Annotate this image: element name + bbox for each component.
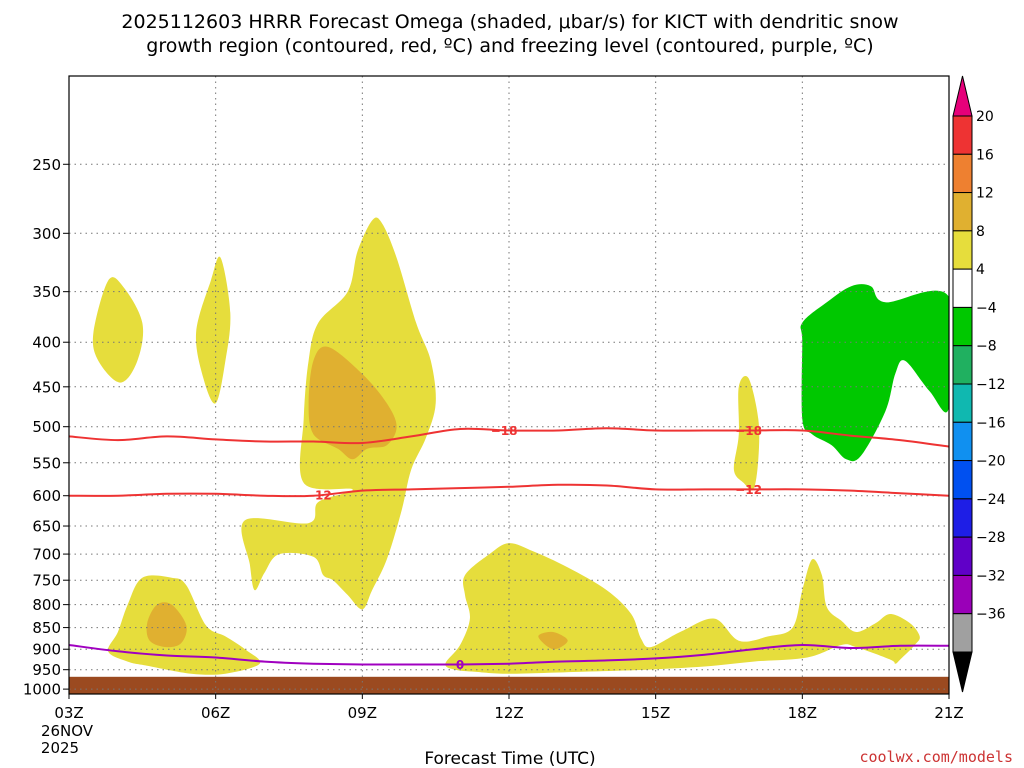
chart-title-line2: growth region (contoured, red, ºC) and f…	[146, 35, 873, 57]
x-tick-label-18Z: 18Z	[788, 704, 817, 722]
colorbar-bin-13	[952, 613, 973, 653]
y-tick-label-1000: 1000	[23, 681, 61, 699]
colorbar-bin-11	[952, 536, 973, 576]
y-tick-label-350: 350	[32, 283, 61, 301]
colorbar-label-5: −4	[976, 300, 997, 316]
y-tick-label-550: 550	[32, 454, 61, 472]
colorbar-bin-5	[952, 306, 973, 347]
colorbar-label-12: −32	[976, 568, 1006, 584]
x-tick-label-12Z: 12Z	[494, 704, 523, 722]
colorbar-label-10: −24	[976, 492, 1006, 508]
colorbar-bin-3	[952, 230, 973, 270]
y-tick-label-650: 650	[32, 518, 61, 536]
y-tick-label-850: 850	[32, 619, 61, 637]
y-tick-label-500: 500	[32, 418, 61, 436]
y-tick-label-600: 600	[32, 487, 61, 505]
colorbar-bin-6	[952, 345, 973, 385]
colorbar-label-9: −20	[976, 454, 1006, 470]
y-tick-label-400: 400	[32, 334, 61, 352]
omega-region-8-12-8	[538, 631, 568, 650]
y-tick-label-450: 450	[32, 378, 61, 396]
omega-region-8-12-7	[146, 602, 187, 648]
y-axis-ticks: 250 300 350 400 450 500 550 600 650 700 750 800 850 9…	[23, 156, 69, 699]
colorbar-label-2: 12	[976, 186, 994, 202]
contour-label-0-0: 0	[456, 658, 464, 672]
x-tick-date-label: 26NOV	[41, 722, 94, 740]
contour-label--12-1: −12	[735, 483, 762, 497]
y-tick-label-900: 900	[32, 641, 61, 659]
ground-layer	[69, 676, 949, 694]
colorbar-bin-2	[952, 192, 973, 232]
omega-region-8-12-6	[308, 346, 397, 460]
colorbar-bin-8	[952, 421, 973, 462]
y-tick-label-800: 800	[32, 596, 61, 614]
colorbar-label-11: −28	[976, 530, 1006, 546]
colorbar-arrow-up	[952, 75, 973, 117]
y-tick-label-250: 250	[32, 156, 61, 174]
colorbar-label-13: −36	[976, 607, 1006, 623]
colorbar-label-3: 8	[976, 224, 985, 240]
colorbar-label-8: −16	[976, 415, 1006, 431]
colorbar-bin-7	[952, 383, 973, 423]
y-tick-label-750: 750	[32, 572, 61, 590]
contour-label--12-0: −12	[305, 489, 332, 503]
grid-layer	[68, 76, 950, 694]
colorbar-bin-4	[952, 268, 973, 308]
x-axis-label: Forecast Time (UTC)	[424, 749, 595, 768]
colorbar-label-7: −12	[976, 377, 1006, 393]
credit-text[interactable]: coolwx.com/models	[859, 748, 1013, 766]
y-tick-label-700: 700	[32, 546, 61, 564]
omega-region-4-8-1	[195, 256, 231, 404]
y-tick-label-950: 950	[32, 661, 61, 679]
colorbar-label-4: 4	[976, 262, 985, 278]
colorbar-arrow-down	[952, 651, 973, 693]
omega-shading-layer	[92, 217, 949, 675]
contour-line--12	[69, 483, 949, 498]
colorbar-bin-1	[952, 153, 973, 194]
omega-region-4-8-4	[445, 543, 920, 674]
y-tick-label-300: 300	[32, 225, 61, 243]
ground-below-surface	[69, 676, 949, 694]
colorbar: 20 16 12 8 4 −4 −8 −12 −16 −20 −24 −28 −32 −36	[952, 75, 1006, 693]
x-tick-label-15Z: 15Z	[641, 704, 670, 722]
colorbar-label-0: 20	[976, 109, 994, 125]
x-tick-label-21Z: 21Z	[934, 704, 963, 722]
colorbar-bin-0	[952, 115, 973, 155]
colorbar-bin-12	[952, 574, 973, 615]
omega-region--4 to -8-9	[800, 284, 949, 462]
x-tick-label-03Z: 03Z	[54, 704, 83, 722]
contour-label--18-0: −18	[491, 424, 518, 438]
omega-region-4-8-5	[733, 375, 760, 491]
contour-label--18-1: −18	[735, 424, 762, 438]
chart-title-line1: 2025112603 HRRR Forecast Omega (shaded, …	[121, 11, 898, 33]
x-tick-year-label: 2025	[41, 739, 79, 757]
colorbar-bin-10	[952, 498, 973, 538]
colorbar-label-1: 16	[976, 147, 994, 163]
omega-region-4-8-0	[92, 277, 144, 383]
contour-layer: −18 −18 −12 −12 0	[69, 424, 949, 672]
x-tick-label-09Z: 09Z	[348, 704, 377, 722]
colorbar-label-6: −8	[976, 339, 997, 355]
contour-line--18	[69, 427, 949, 448]
colorbar-bin-9	[952, 460, 973, 500]
x-tick-label-06Z: 06Z	[201, 704, 230, 722]
contour-line-0	[69, 643, 949, 666]
